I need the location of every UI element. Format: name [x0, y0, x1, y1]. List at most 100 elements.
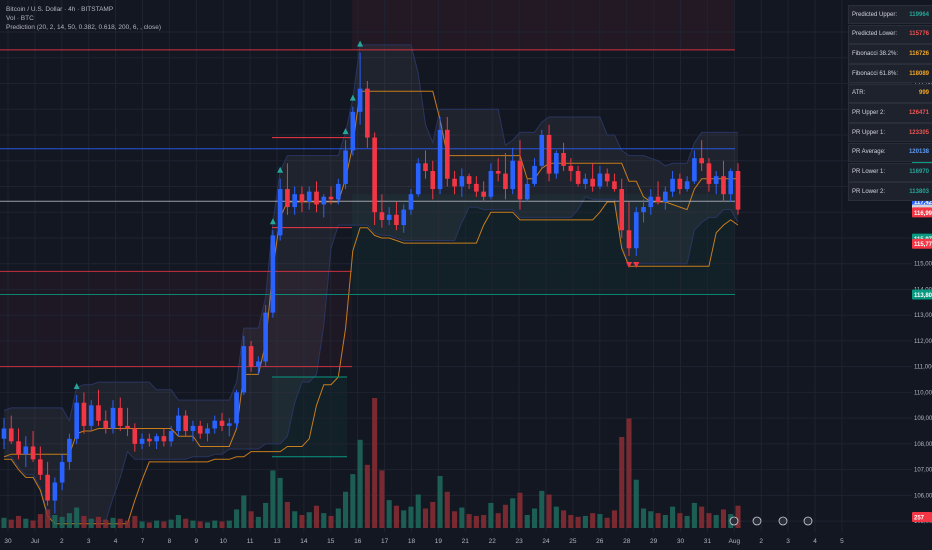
candle-body[interactable]	[481, 191, 486, 197]
event-marker-icon[interactable]	[729, 516, 739, 526]
candle-body[interactable]	[16, 441, 21, 455]
candle-body[interactable]	[408, 194, 414, 210]
candle-body[interactable]	[8, 428, 14, 442]
candle-body[interactable]	[524, 183, 530, 200]
candle-body[interactable]	[655, 196, 661, 202]
candle-body[interactable]	[604, 173, 610, 182]
candle-body[interactable]	[415, 163, 421, 195]
candle-body[interactable]	[735, 171, 741, 210]
candle-body[interactable]	[176, 415, 181, 432]
candle-body[interactable]	[713, 176, 719, 184]
candle-body[interactable]	[285, 189, 290, 208]
candle-body[interactable]	[256, 361, 261, 367]
candle-body[interactable]	[546, 134, 552, 174]
candle-body[interactable]	[670, 178, 675, 192]
candle-body[interactable]	[168, 431, 174, 442]
time-axis[interactable]: 30 Jul 2 3 4 7 8 9 10 11 13 14 15 16 17 18 19 21 22 23 24 25 2…	[0, 532, 912, 550]
candle-body[interactable]	[314, 191, 319, 205]
candle-body[interactable]	[125, 425, 130, 429]
candle-body[interactable]	[197, 425, 203, 434]
candle-body[interactable]	[277, 189, 283, 236]
candle-body[interactable]	[343, 150, 348, 184]
candle-body[interactable]	[357, 88, 363, 112]
candle-body[interactable]	[619, 189, 625, 231]
candle-body[interactable]	[154, 436, 159, 442]
candle-body[interactable]	[23, 446, 29, 455]
candle-body[interactable]	[495, 171, 501, 174]
candle-body[interactable]	[205, 428, 210, 434]
candle-body[interactable]	[379, 212, 385, 220]
candle-body[interactable]	[677, 178, 683, 190]
candle-body[interactable]	[139, 438, 145, 444]
candle-body[interactable]	[532, 165, 537, 184]
candle-body[interactable]	[561, 153, 566, 166]
candle-body[interactable]	[38, 459, 43, 475]
candle-body[interactable]	[241, 346, 247, 393]
symbol-title[interactable]: Bitcoin / U.S. Dollar · 4h · BITSTAMP	[6, 6, 114, 13]
candle-body[interactable]	[161, 436, 167, 442]
candle-body[interactable]	[132, 428, 138, 444]
candle-body[interactable]	[401, 209, 407, 226]
event-marker-icon[interactable]	[803, 516, 813, 526]
candle-body[interactable]	[190, 425, 196, 432]
candle-body[interactable]	[226, 423, 232, 426]
candle-body[interactable]	[234, 392, 239, 424]
candle-body[interactable]	[597, 173, 603, 187]
candle-body[interactable]	[219, 420, 225, 426]
candle-body[interactable]	[641, 207, 646, 213]
candle-body[interactable]	[299, 194, 305, 202]
candle-body[interactable]	[386, 214, 392, 220]
candle-body[interactable]	[423, 163, 428, 172]
candle-body[interactable]	[721, 176, 726, 195]
candle-body[interactable]	[590, 178, 595, 187]
candle-body[interactable]	[321, 196, 327, 205]
candle-body[interactable]	[306, 191, 312, 202]
candle-body[interactable]	[81, 402, 87, 426]
candle-body[interactable]	[648, 196, 654, 208]
candle-body[interactable]	[452, 178, 457, 187]
candle-body[interactable]	[248, 346, 254, 367]
candle-body[interactable]	[437, 129, 443, 190]
candle-body[interactable]	[67, 438, 72, 462]
candle-body[interactable]	[553, 153, 559, 174]
candle-body[interactable]	[692, 158, 697, 182]
candle-body[interactable]	[394, 214, 399, 226]
candle-body[interactable]	[626, 230, 632, 249]
candle-body[interactable]	[292, 194, 298, 208]
candle-body[interactable]	[270, 235, 276, 313]
candle-body[interactable]	[350, 111, 356, 151]
candle-body[interactable]	[706, 163, 712, 184]
candle-body[interactable]	[328, 196, 334, 200]
candle-body[interactable]	[633, 212, 639, 249]
candle-body[interactable]	[52, 482, 58, 501]
candle-body[interactable]	[575, 171, 581, 184]
candle-body[interactable]	[583, 178, 588, 184]
candle-body[interactable]	[503, 173, 508, 190]
candle-body[interactable]	[474, 183, 479, 192]
candle-body[interactable]	[212, 420, 218, 429]
candle-body[interactable]	[510, 160, 516, 190]
candle-body[interactable]	[699, 158, 704, 164]
candle-body[interactable]	[488, 171, 494, 197]
candle-body[interactable]	[663, 191, 668, 202]
candle-body[interactable]	[96, 405, 101, 421]
candle-body[interactable]	[103, 420, 109, 429]
candle-body[interactable]	[466, 176, 472, 184]
candle-body[interactable]	[372, 137, 377, 213]
candle-body[interactable]	[183, 415, 189, 432]
candle-body[interactable]	[30, 446, 36, 460]
candle-body[interactable]	[263, 312, 268, 362]
candle-body[interactable]	[728, 171, 734, 195]
event-marker-icon[interactable]	[778, 516, 788, 526]
candle-body[interactable]	[365, 88, 370, 138]
candle-body[interactable]	[117, 407, 123, 426]
candle-body[interactable]	[430, 171, 436, 190]
candle-body[interactable]	[459, 176, 465, 187]
volume-legend[interactable]: Vol · BTC	[6, 15, 34, 22]
candle-body[interactable]	[568, 165, 574, 172]
candle-body[interactable]	[539, 134, 545, 166]
candle-body[interactable]	[612, 181, 617, 190]
candle-body[interactable]	[59, 461, 65, 483]
candle-body[interactable]	[1, 428, 7, 439]
